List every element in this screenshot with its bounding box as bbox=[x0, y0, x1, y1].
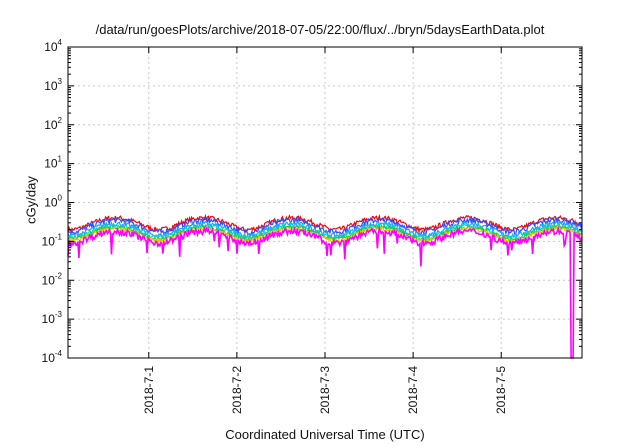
x-tick-label: 2018-7-3 bbox=[318, 366, 332, 414]
series-line bbox=[67, 225, 583, 244]
y-tick-label: 102 bbox=[44, 116, 62, 132]
y-tick-label: 10-1 bbox=[42, 232, 63, 248]
x-tick-label: 2018-7-1 bbox=[142, 366, 156, 414]
y-tick-label: 103 bbox=[44, 77, 62, 93]
x-axis-label: Coordinated Universal Time (UTC) bbox=[225, 427, 425, 442]
y-tick-label: 10-2 bbox=[42, 271, 63, 287]
x-axis: 2018-7-1 2018-7-2 2018-7-3 2018-7-4 2018-7-5 bbox=[142, 47, 508, 414]
series-line bbox=[67, 225, 583, 359]
x-tick-label: 2018-7-2 bbox=[230, 366, 244, 414]
y-tick-label: 101 bbox=[44, 155, 62, 171]
y-tick-label: 10-4 bbox=[42, 349, 63, 365]
y-tick-label: 104 bbox=[44, 38, 62, 54]
y-tick-label: 100 bbox=[44, 194, 62, 210]
x-tick-label: 2018-7-5 bbox=[494, 366, 508, 414]
y-axis: 10-4 10-3 10-2 10-1 100 101 102 103 104 bbox=[42, 38, 582, 365]
series-group bbox=[67, 213, 583, 359]
chart-title: /data/run/goesPlots/archive/2018-07-05/2… bbox=[95, 22, 545, 37]
grid bbox=[68, 47, 582, 358]
y-tick-label: 10-3 bbox=[42, 310, 63, 326]
y-axis-label: cGy/day bbox=[23, 176, 39, 224]
x-tick-label: 2018-7-4 bbox=[406, 366, 420, 414]
